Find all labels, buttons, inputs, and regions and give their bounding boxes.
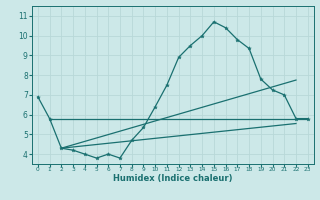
X-axis label: Humidex (Indice chaleur): Humidex (Indice chaleur) xyxy=(113,174,233,183)
